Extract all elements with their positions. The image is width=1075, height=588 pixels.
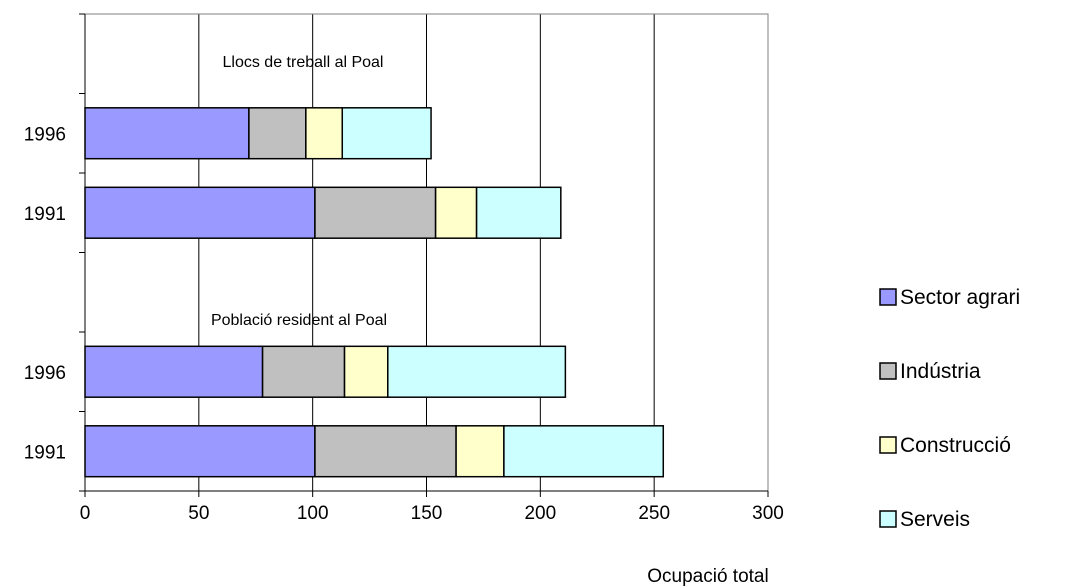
group-label-poblacio: Població resident al Poal [211, 312, 387, 329]
bar-segment [388, 346, 566, 397]
bar-segment [315, 187, 436, 238]
bar-segment [345, 346, 388, 397]
x-ticks [85, 491, 768, 497]
legend-label: Indústria [900, 360, 981, 383]
bar-segment [85, 426, 315, 477]
legend-swatch [880, 511, 896, 527]
x-axis-title: Ocupació total [647, 566, 768, 587]
bar-segment [477, 187, 561, 238]
category-label: 1991 [24, 442, 66, 463]
bar-segment [342, 108, 431, 159]
x-tick-label: 250 [638, 503, 670, 524]
bar-segment [263, 346, 345, 397]
legend-swatch [880, 437, 896, 453]
plot-area: Llocs de treball al Poal Població reside… [85, 14, 768, 491]
x-tick-label: 100 [297, 503, 329, 524]
legend-swatch [880, 289, 896, 305]
bar-segment [306, 108, 342, 159]
legend-swatch [880, 363, 896, 379]
category-label: 1991 [24, 204, 66, 225]
bar-segment [85, 108, 249, 159]
x-tick-label: 0 [80, 503, 91, 524]
y-ticks [79, 14, 85, 491]
category-label: 1996 [24, 363, 66, 384]
bar-segment [436, 187, 477, 238]
bar-segment [249, 108, 306, 159]
group-label-llocs: Llocs de treball al Poal [223, 54, 384, 71]
legend-label: Sector agrari [900, 286, 1020, 309]
legend-label: Construcció [900, 434, 1011, 457]
bar-segment [504, 426, 663, 477]
bar-segment [85, 187, 315, 238]
x-tick-label: 200 [524, 503, 556, 524]
legend-label: Serveis [900, 508, 970, 531]
x-tick-labels: 0 50 100 150 200 250 300 [80, 503, 784, 524]
category-label: 1996 [24, 124, 66, 145]
x-tick-label: 50 [188, 503, 209, 524]
bar-segment [85, 346, 263, 397]
x-tick-label: 150 [411, 503, 443, 524]
legend: Sector agrari Indústria Construcció Serveis [880, 286, 1020, 531]
bar-segment [315, 426, 456, 477]
category-labels: 1996 1991 1996 1991 [24, 124, 66, 463]
bar-segment [456, 426, 504, 477]
x-tick-label: 300 [752, 503, 784, 524]
